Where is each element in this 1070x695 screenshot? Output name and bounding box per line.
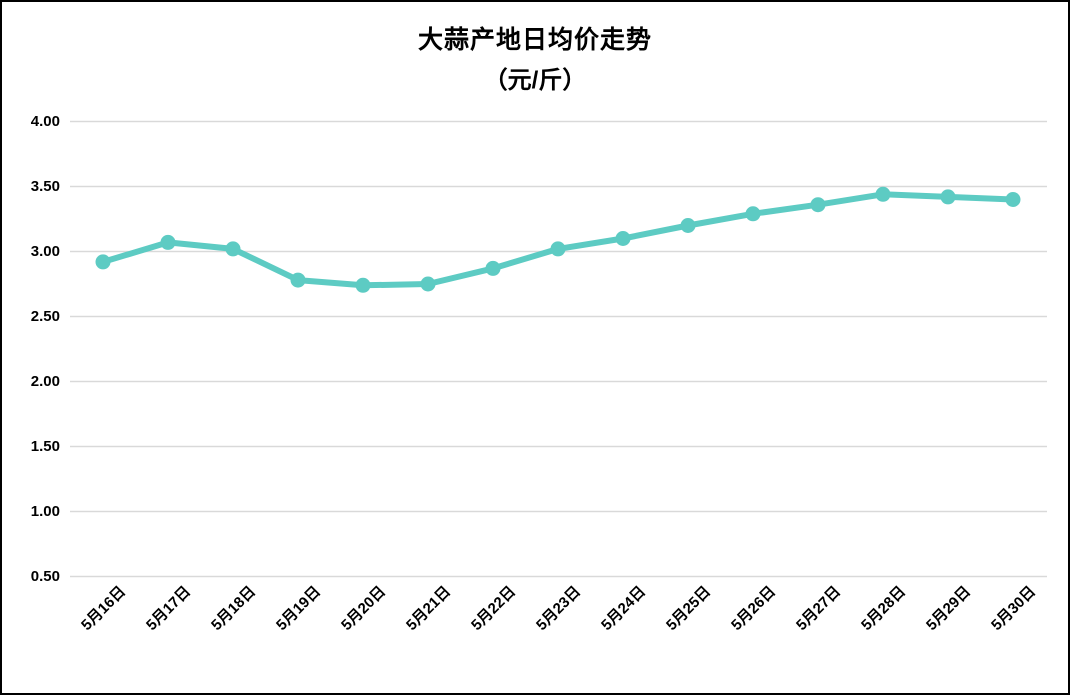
data-point-marker (550, 241, 566, 257)
y-axis-tick-label: 2.50 (30, 307, 60, 325)
chart-subtitle: （元/斤） (483, 67, 587, 94)
y-axis-tick-label: 3.50 (30, 177, 60, 195)
y-axis-tick-label: 1.00 (30, 502, 60, 520)
data-point-marker (1005, 192, 1021, 207)
y-axis-tick-label: 3.00 (30, 242, 60, 260)
data-point-marker (355, 277, 371, 293)
y-axis-tick-label: 0.50 (30, 567, 60, 585)
data-point-marker (95, 254, 111, 270)
data-point-marker (940, 189, 956, 205)
y-axis-tick-label: 2.00 (30, 372, 60, 390)
data-point-marker (615, 231, 631, 246)
data-point-marker (875, 186, 891, 202)
data-point-marker (810, 197, 826, 213)
data-point-marker (290, 272, 306, 288)
data-point-marker (160, 234, 176, 250)
trend-line (100, 191, 1016, 289)
y-axis-tick-label: 4.00 (30, 112, 60, 130)
data-point-marker (485, 260, 501, 276)
data-point-marker (420, 276, 436, 292)
data-point-marker (225, 241, 241, 257)
data-point-marker (680, 218, 696, 233)
y-axis-tick-label: 1.50 (30, 437, 60, 455)
chart-title: 大蒜产地日均价走势 (417, 26, 652, 54)
data-point-marker (745, 206, 761, 222)
